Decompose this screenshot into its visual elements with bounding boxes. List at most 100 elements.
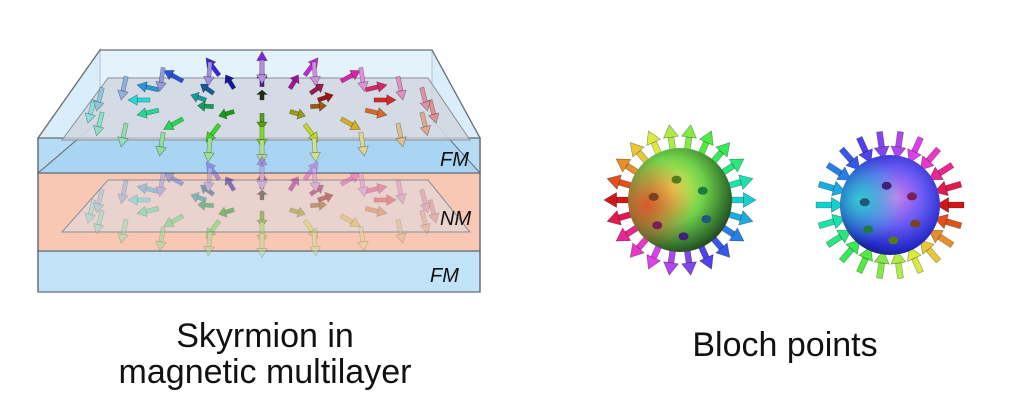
spin-arrow xyxy=(255,189,269,201)
spin-arrow xyxy=(155,226,167,252)
spin-arrow xyxy=(907,136,924,164)
spin-arrow xyxy=(856,246,873,274)
skyrmion-arrows xyxy=(84,50,440,165)
spin-arrow xyxy=(419,86,431,112)
spin-arrow-tip xyxy=(906,192,917,201)
spin-arrow xyxy=(419,111,431,137)
spin-arrow xyxy=(136,205,160,217)
spin-arrow xyxy=(256,166,268,192)
spin-arrow xyxy=(825,229,852,248)
spin-arrow xyxy=(316,91,334,103)
spin-arrow xyxy=(373,194,397,206)
spin-arrow xyxy=(309,167,321,193)
spin-arrow xyxy=(309,61,321,87)
spin-arrow xyxy=(357,172,369,198)
spin-arrow xyxy=(289,206,306,218)
spin-arrow xyxy=(395,179,407,205)
spin-arrow xyxy=(308,83,324,96)
spin-arrow xyxy=(890,130,907,161)
spin-arrow xyxy=(93,209,105,235)
fm-top-label: FM xyxy=(440,149,469,171)
spin-arrow xyxy=(873,130,890,161)
bloch-points-caption: Bloch points xyxy=(692,326,878,364)
bloch-point-left xyxy=(603,124,757,276)
skyrmion-image-arrows xyxy=(84,154,440,259)
spin-arrow xyxy=(155,67,167,93)
spin-arrow xyxy=(395,75,407,101)
fm-magnetic-plane xyxy=(61,77,471,141)
spin-arrow xyxy=(928,162,955,181)
spin-arrow xyxy=(136,107,160,119)
spin-arrow xyxy=(203,61,215,87)
spin-arrow xyxy=(255,89,269,101)
spin-arrow xyxy=(890,249,907,280)
spin-arrow xyxy=(357,131,369,157)
bloch-point-right xyxy=(815,130,965,280)
spin-arrow xyxy=(928,229,955,248)
fm-bottom-label: FM xyxy=(430,265,459,287)
multilayer-stack: FM NM FM xyxy=(36,48,482,293)
spin-arrow xyxy=(919,146,942,171)
spin-arrow xyxy=(155,172,167,198)
spin-arrow xyxy=(117,218,129,244)
spin-arrow xyxy=(136,81,160,93)
spin-arrow xyxy=(117,122,129,148)
spin-arrow xyxy=(935,196,965,214)
spin-arrow xyxy=(907,246,924,274)
spin-arrow xyxy=(163,116,185,130)
spin-arrow xyxy=(919,239,942,264)
spin-arrow xyxy=(127,194,151,206)
spin-arrow xyxy=(364,107,388,119)
spin-arrow xyxy=(190,191,208,203)
multilayer-caption: Skyrmion in magnetic multilayer xyxy=(60,318,470,390)
spin-arrow xyxy=(117,179,129,205)
spin-arrow xyxy=(838,146,861,171)
spin-arrow xyxy=(309,137,321,163)
spin-arrow-tip xyxy=(678,232,689,241)
spin-arrow-tip xyxy=(910,219,921,228)
spin-arrow xyxy=(856,136,873,164)
spin-arrow-tip xyxy=(863,225,874,234)
nm-label: NM xyxy=(440,208,471,230)
spin-arrow xyxy=(289,108,306,120)
spin-arrow xyxy=(218,108,235,120)
spin-arrow xyxy=(84,99,97,124)
spin-arrow xyxy=(339,70,361,84)
spin-arrow xyxy=(218,206,235,218)
spin-arrow xyxy=(373,94,397,106)
spin-arrow xyxy=(419,209,431,235)
spin-arrow xyxy=(203,137,215,163)
spin-arrow-tip xyxy=(701,215,712,224)
spin-arrow xyxy=(603,191,633,209)
spin-arrow xyxy=(310,100,327,112)
spin-arrow xyxy=(197,100,214,112)
spin-arrow-tip xyxy=(652,221,663,230)
spin-arrow xyxy=(339,116,361,130)
spin-arrow xyxy=(224,176,237,192)
spin-arrow xyxy=(203,231,215,257)
spin-arrow xyxy=(357,67,369,93)
spin-arrow xyxy=(190,91,208,103)
spin-arrow xyxy=(873,249,890,280)
spin-arrow xyxy=(117,75,129,101)
spin-arrow xyxy=(256,233,268,259)
spin-arrow xyxy=(825,162,852,181)
spin-arrow xyxy=(419,188,431,214)
spin-arrow-tip xyxy=(881,181,892,190)
spin-arrow xyxy=(155,131,167,157)
spin-arrow xyxy=(163,173,185,187)
spin-arrow xyxy=(395,218,407,244)
fm-bottom-layer xyxy=(37,250,481,293)
spin-arrow xyxy=(203,167,215,193)
spin-arrow xyxy=(727,191,757,209)
spin-arrow xyxy=(93,111,105,137)
spin-arrow xyxy=(287,176,300,192)
spin-arrow xyxy=(224,74,237,90)
spin-arrow xyxy=(93,86,105,112)
multilayer-caption-line2: magnetic multilayer xyxy=(118,353,412,391)
spin-arrow-tip xyxy=(888,236,899,245)
spin-arrow xyxy=(427,99,440,124)
spin-arrow xyxy=(364,81,388,93)
multilayer-caption-line1: Skyrmion in xyxy=(176,317,354,355)
